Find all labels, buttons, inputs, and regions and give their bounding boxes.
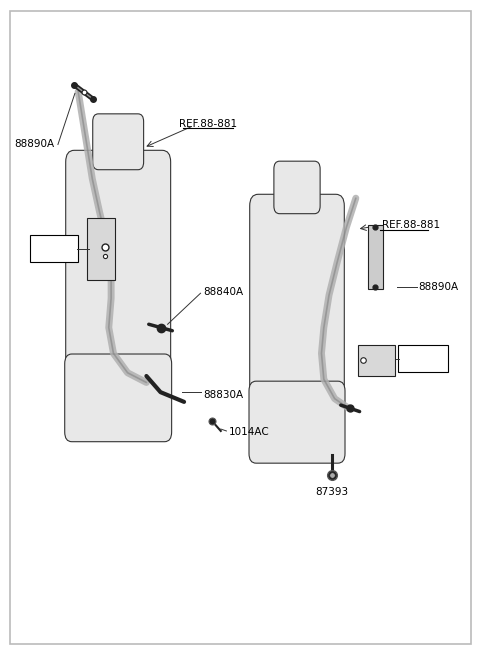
FancyBboxPatch shape: [368, 225, 383, 289]
FancyBboxPatch shape: [250, 195, 344, 403]
FancyBboxPatch shape: [93, 114, 144, 170]
Text: 88890A: 88890A: [14, 140, 55, 149]
FancyBboxPatch shape: [398, 345, 447, 372]
FancyBboxPatch shape: [249, 381, 345, 463]
FancyBboxPatch shape: [274, 161, 320, 214]
Text: 87393: 87393: [316, 487, 349, 497]
Text: 1014AC: 1014AC: [229, 427, 269, 438]
FancyBboxPatch shape: [87, 217, 115, 280]
Text: 88830A: 88830A: [203, 390, 243, 400]
FancyBboxPatch shape: [358, 345, 396, 376]
Text: 88820C: 88820C: [34, 244, 74, 253]
Text: 88840A: 88840A: [203, 287, 243, 297]
Text: 88890A: 88890A: [419, 282, 458, 292]
Text: 88810C: 88810C: [403, 354, 444, 364]
Text: REF.88-881: REF.88-881: [179, 119, 237, 129]
Text: REF.88-881: REF.88-881: [382, 220, 440, 231]
FancyBboxPatch shape: [30, 235, 78, 261]
FancyBboxPatch shape: [65, 354, 172, 441]
FancyBboxPatch shape: [66, 150, 171, 375]
